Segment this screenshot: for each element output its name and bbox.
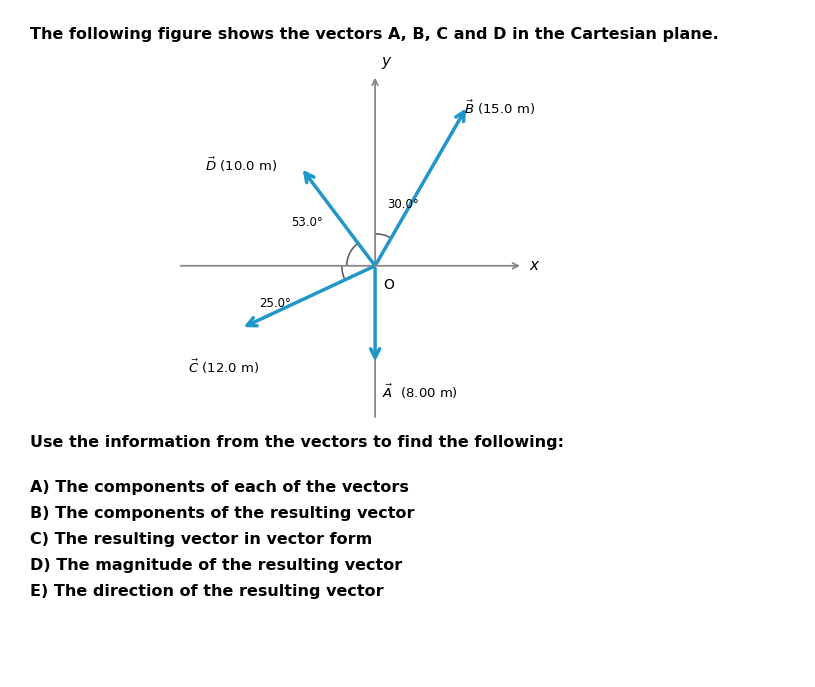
Text: B) The components of the resulting vector: B) The components of the resulting vecto… [30,506,415,521]
Text: A) The components of each of the vectors: A) The components of each of the vectors [30,480,409,495]
Text: 25.0°: 25.0° [259,297,291,310]
Text: $\vec{B}$ (15.0 m): $\vec{B}$ (15.0 m) [464,99,535,117]
Text: D) The magnitude of the resulting vector: D) The magnitude of the resulting vector [30,558,403,573]
Text: Use the information from the vectors to find the following:: Use the information from the vectors to … [30,435,564,450]
Text: The following figure shows the vectors A, B, C and D in the Cartesian plane.: The following figure shows the vectors A… [30,27,719,42]
Text: $\vec{D}$ (10.0 m): $\vec{D}$ (10.0 m) [205,156,277,174]
Text: 30.0°: 30.0° [387,198,419,211]
Text: $\vec{C}$ (12.0 m): $\vec{C}$ (12.0 m) [187,358,259,376]
Text: 53.0°: 53.0° [292,216,324,229]
Text: C) The resulting vector in vector form: C) The resulting vector in vector form [30,532,372,547]
Text: $\vec{A}$  (8.00 m): $\vec{A}$ (8.00 m) [382,382,459,401]
Text: O: O [384,278,394,292]
Text: E) The direction of the resulting vector: E) The direction of the resulting vector [30,584,384,599]
Text: $x$: $x$ [529,258,540,273]
Text: $y$: $y$ [381,55,393,71]
